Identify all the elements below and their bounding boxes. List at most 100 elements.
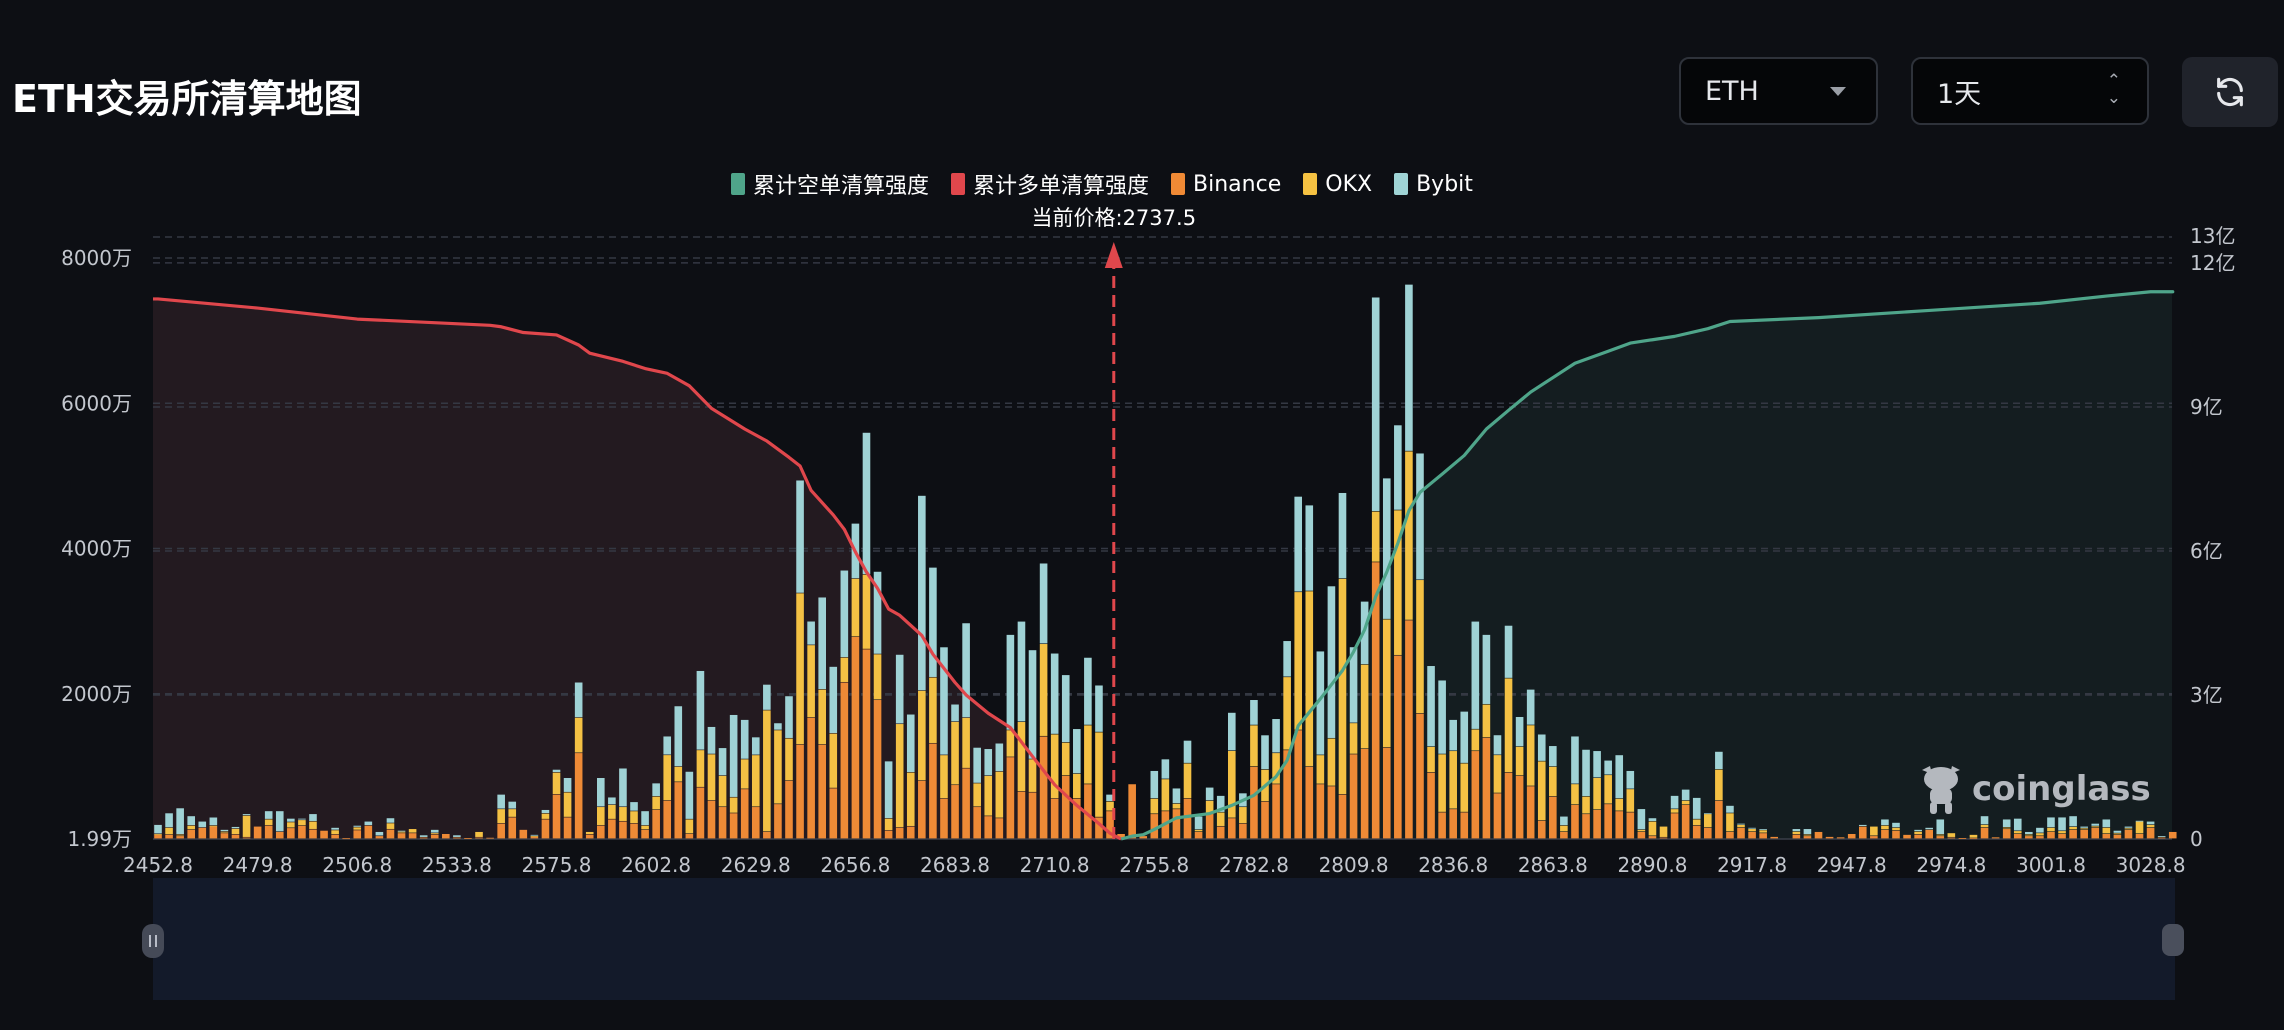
time-range-select[interactable]: 1天 ⌃ ⌄ [1911,57,2149,125]
bar-segment-binance [1892,830,1900,839]
bar-segment-okx [1327,738,1336,786]
legend-item-binance[interactable]: Binance [1171,172,1281,197]
bar-segment-bybit [1737,823,1745,825]
bar-segment-bybit [718,748,727,776]
bar-segment-okx [829,733,838,788]
bar-segment-okx [1216,812,1225,826]
refresh-button[interactable] [2182,57,2278,127]
x-axis-tick-label: 2836.8 [1418,853,1488,877]
data-zoom-slider-track [153,878,2175,1000]
x-axis-tick-label: 2506.8 [322,853,392,877]
bar-segment-binance [1438,812,1446,839]
bar-segment-binance [541,819,550,839]
bar-segment-okx [154,834,162,835]
bar-segment-okx [2069,826,2077,830]
bar-segment-okx [475,831,483,837]
bar-segment-binance [2013,833,2022,839]
slider-handle-right[interactable] [2162,924,2184,956]
bar-segment-okx [940,755,948,799]
bar-segment-binance [563,817,572,839]
bar-segment-okx [1205,800,1214,813]
bar-segment-bybit [1017,621,1026,722]
bar-segment-bybit [176,808,184,835]
bar-segment-binance [1128,784,1136,839]
bar-segment-okx [176,834,184,836]
left-axis-tick-label: 8000万 [61,246,132,270]
bar-segment-binance [1150,814,1159,839]
right-axis-max-label: 13亿 [2190,224,2235,248]
bar-segment-binance [574,753,583,839]
legend-item-okx[interactable]: OKX [1303,172,1372,197]
bar-segment-bybit [1537,734,1546,761]
bar-segment-binance [453,837,461,839]
bar-segment-binance [707,800,716,839]
x-axis-tick-label: 2683.8 [920,853,990,877]
symbol-select-value: ETH [1705,75,1759,107]
bar-segment-binance [995,818,1004,839]
bar-segment-binance [2036,836,2044,839]
x-axis-tick-label: 2629.8 [721,853,791,877]
bar-segment-bybit [1360,601,1369,665]
bar-segment-binance [1659,837,1668,839]
bar-segment-okx [1460,763,1469,812]
right-axis-tick-label: 0 [2190,827,2203,851]
slider-handle-left[interactable] [142,924,164,958]
bar-segment-bybit [264,811,273,819]
bar-segment-okx [796,593,804,745]
legend-swatch [951,173,966,195]
bar-segment-okx [1449,751,1457,809]
x-axis-tick-label: 2452.8 [123,853,193,877]
bar-segment-bybit [1084,657,1092,725]
bar-segment-binance [1737,827,1745,839]
bar-segment-okx [1593,778,1601,810]
coinglass-watermark: coinglass [1918,762,2151,816]
bar-segment-bybit [1283,641,1291,677]
bar-segment-okx [1692,819,1701,826]
bar-segment-binance [1936,836,1945,839]
bar-segment-okx [1515,746,1524,776]
bar-segment-binance [1360,748,1369,839]
legend-item-bybit[interactable]: Bybit [1394,172,1473,197]
bar-segment-bybit [1936,819,1945,835]
bar-segment-okx [751,755,760,807]
bar-segment-binance [1825,836,1834,839]
bar-segment-okx [331,830,339,835]
bar-segment-okx [242,815,251,837]
legend-item-short-cumulative[interactable]: 累计空单清算强度 [731,168,929,200]
bar-segment-okx [774,730,782,804]
bar-segment-okx [1659,826,1668,837]
bar-segment-bybit [796,480,804,593]
bar-segment-okx [1482,704,1491,738]
bar-segment-binance [1626,812,1635,839]
bar-segment-bybit [1073,729,1081,774]
bar-segment-bybit [829,666,838,734]
bar-segment-okx [707,754,716,801]
bar-segment-binance [220,833,229,839]
bar-segment-okx [1670,809,1679,813]
bar-segment-binance [1604,804,1612,839]
bar-segment-bybit [1405,284,1413,451]
bar-segment-binance [2025,836,2033,839]
bar-segment-bybit [1106,794,1114,802]
bar-segment-bybit [375,831,384,836]
bar-segment-bybit [1327,586,1336,738]
bar-segment-binance [320,830,328,839]
bar-segment-okx [2047,827,2055,832]
bar-segment-binance [1227,818,1236,839]
legend-item-long-cumulative[interactable]: 累计多单清算强度 [951,168,1149,200]
bar-segment-binance [951,785,959,839]
bar-segment-binance [818,744,826,839]
legend-label: Binance [1193,171,1282,197]
bar-segment-binance [696,787,705,839]
bar-segment-binance [497,823,505,839]
bar-segment-okx [1272,753,1280,784]
bar-segment-okx [541,813,550,819]
bar-segment-binance [187,829,196,839]
bar-segment-binance [619,821,627,839]
bar-segment-okx [718,775,727,807]
bar-segment-bybit [1582,749,1590,797]
bar-segment-bybit [209,817,218,826]
bar-segment-okx [1073,773,1081,799]
watermark-text: coinglass [1972,769,2151,809]
symbol-select[interactable]: ETH [1679,57,1878,125]
